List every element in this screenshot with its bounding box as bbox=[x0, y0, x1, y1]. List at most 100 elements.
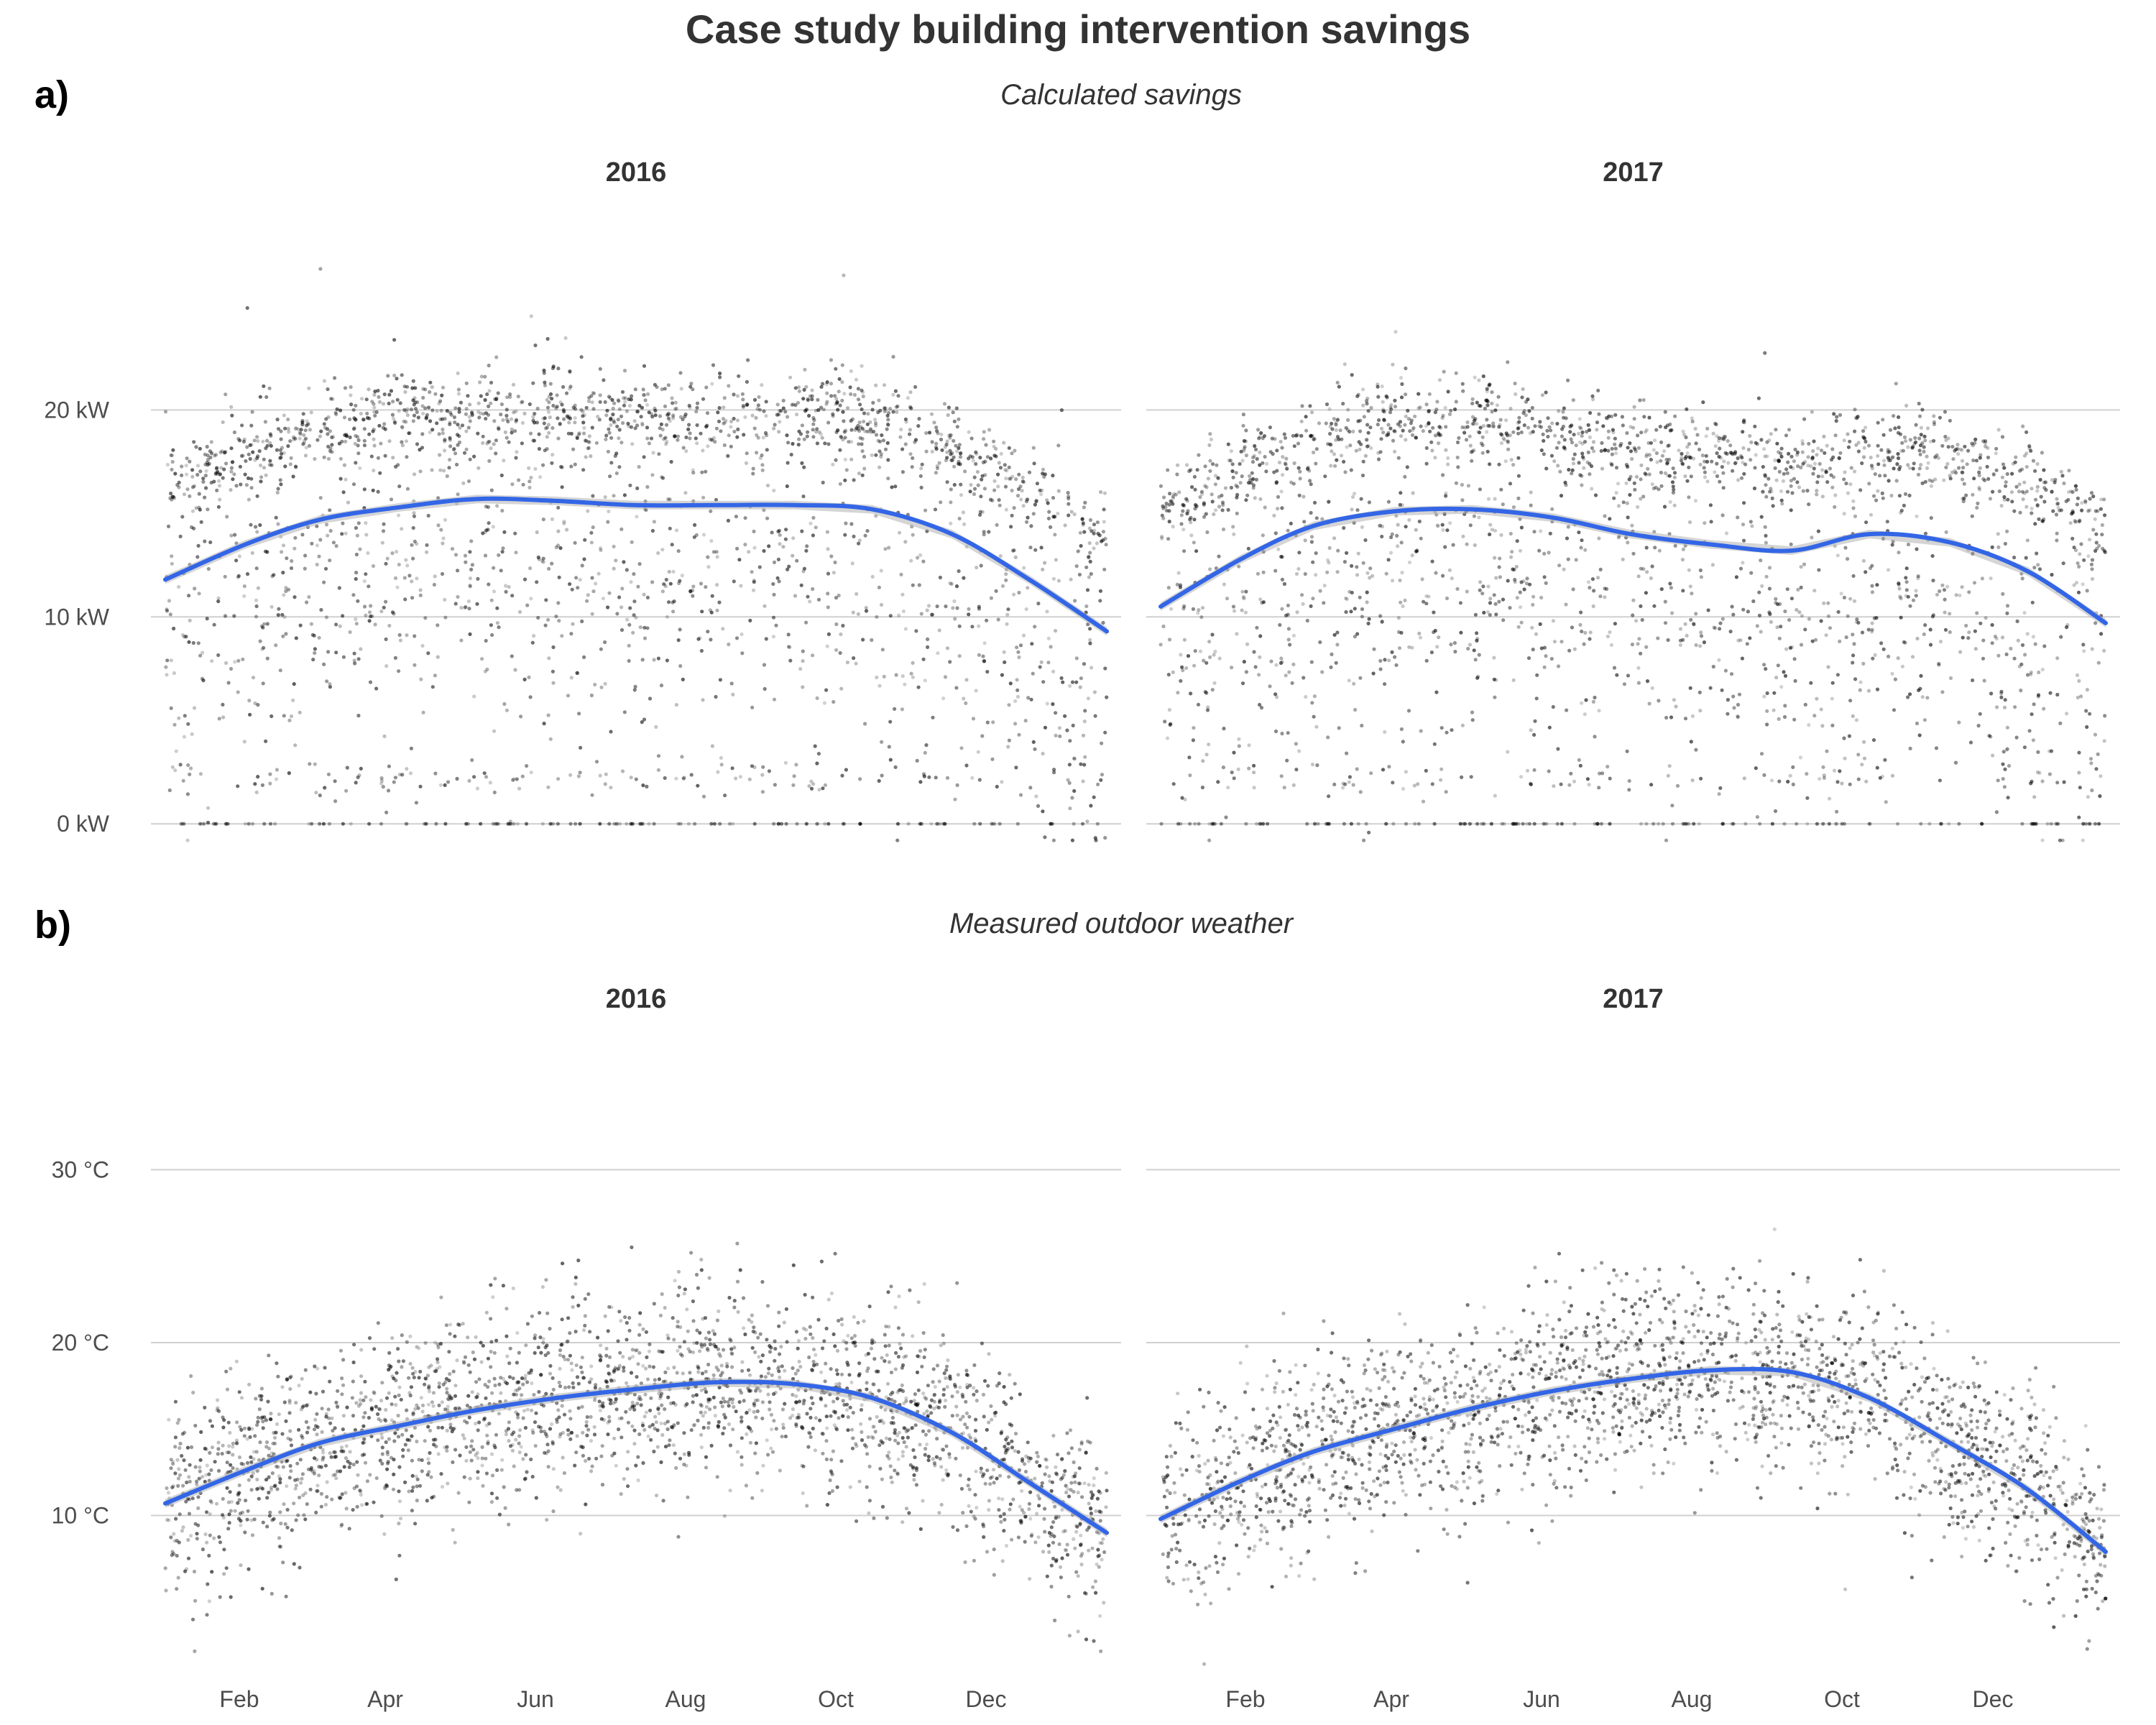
data-point bbox=[1834, 822, 1838, 826]
data-point bbox=[783, 410, 788, 414]
data-point bbox=[880, 740, 884, 744]
data-point bbox=[734, 515, 738, 519]
data-point bbox=[1759, 558, 1763, 563]
data-point bbox=[913, 385, 918, 390]
data-point bbox=[384, 810, 389, 814]
data-point bbox=[411, 398, 415, 402]
data-point bbox=[637, 403, 642, 408]
data-point bbox=[1493, 602, 1498, 606]
data-point bbox=[1668, 581, 1672, 586]
data-point bbox=[982, 530, 986, 534]
data-point bbox=[185, 472, 189, 477]
data-point bbox=[1532, 822, 1537, 826]
data-point bbox=[1975, 611, 1979, 615]
data-point bbox=[1897, 581, 1901, 586]
data-point bbox=[1427, 408, 1432, 413]
data-point bbox=[1777, 636, 1782, 640]
data-point bbox=[564, 391, 569, 395]
data-point bbox=[1795, 822, 1799, 826]
data-point bbox=[1982, 678, 1986, 683]
data-point bbox=[890, 485, 894, 489]
data-point bbox=[1245, 642, 1250, 646]
data-point bbox=[290, 558, 294, 564]
data-point bbox=[906, 396, 910, 400]
data-point bbox=[2002, 466, 2007, 470]
data-point bbox=[903, 442, 908, 446]
data-point bbox=[520, 774, 525, 778]
data-point bbox=[1461, 534, 1465, 539]
data-point bbox=[1499, 487, 1503, 492]
data-point bbox=[946, 413, 950, 418]
data-point bbox=[1824, 633, 1828, 638]
data-point bbox=[212, 622, 216, 627]
data-point bbox=[1243, 445, 1247, 449]
data-point bbox=[1687, 495, 1691, 500]
data-point bbox=[330, 435, 334, 440]
data-point bbox=[1509, 458, 1514, 462]
data-point bbox=[1358, 676, 1363, 680]
data-point bbox=[1685, 407, 1689, 411]
data-point bbox=[2032, 795, 2037, 799]
data-point bbox=[577, 712, 581, 716]
data-point bbox=[2042, 707, 2046, 711]
data-point bbox=[1558, 469, 1562, 474]
data-point bbox=[1350, 494, 1355, 500]
data-point bbox=[671, 416, 676, 420]
data-point bbox=[1755, 815, 1759, 819]
data-point bbox=[1241, 423, 1245, 428]
data-point bbox=[302, 433, 306, 438]
data-point bbox=[1194, 549, 1199, 553]
facet-strip-label: 2017 bbox=[1603, 157, 1664, 188]
data-point bbox=[1603, 514, 1607, 518]
data-point bbox=[1595, 428, 1599, 432]
data-point bbox=[1830, 447, 1835, 451]
data-point bbox=[499, 413, 503, 417]
data-point bbox=[1448, 521, 1452, 525]
data-point bbox=[2059, 469, 2063, 474]
data-point bbox=[476, 431, 480, 436]
data-point bbox=[1587, 783, 1591, 787]
data-point bbox=[1595, 420, 1600, 425]
data-point bbox=[1440, 415, 1445, 420]
data-point bbox=[280, 451, 284, 456]
data-point bbox=[545, 405, 550, 410]
data-point bbox=[1833, 433, 1838, 438]
data-point bbox=[268, 441, 272, 446]
data-point bbox=[599, 548, 603, 553]
data-point bbox=[1177, 490, 1181, 494]
data-point bbox=[906, 822, 911, 826]
data-point bbox=[254, 615, 259, 619]
data-point bbox=[470, 410, 474, 415]
data-point bbox=[1199, 615, 1204, 620]
data-point bbox=[860, 426, 865, 431]
data-point bbox=[1583, 548, 1588, 552]
data-point bbox=[723, 420, 727, 425]
data-point bbox=[1566, 557, 1570, 561]
data-point bbox=[923, 508, 928, 512]
data-point bbox=[883, 547, 888, 551]
data-point bbox=[1530, 625, 1534, 630]
data-point bbox=[1769, 432, 1773, 436]
data-point bbox=[1333, 464, 1337, 468]
data-point bbox=[1242, 438, 1246, 443]
data-point bbox=[1722, 459, 1726, 464]
data-point bbox=[294, 636, 298, 640]
data-point bbox=[1970, 441, 1974, 446]
data-point bbox=[1612, 496, 1616, 500]
data-point bbox=[1475, 822, 1480, 826]
data-point bbox=[1250, 460, 1256, 464]
data-point bbox=[987, 530, 991, 534]
data-point bbox=[1577, 530, 1581, 535]
data-point bbox=[1647, 415, 1651, 420]
data-point bbox=[760, 773, 765, 777]
data-point bbox=[514, 409, 518, 414]
data-point bbox=[1743, 462, 1748, 466]
data-point bbox=[776, 822, 781, 826]
data-point bbox=[871, 400, 875, 405]
data-point bbox=[280, 550, 284, 554]
data-point bbox=[1166, 586, 1171, 590]
data-point bbox=[857, 472, 861, 476]
data-point bbox=[1252, 786, 1256, 790]
data-point bbox=[1542, 438, 1546, 443]
data-point bbox=[1307, 469, 1312, 473]
